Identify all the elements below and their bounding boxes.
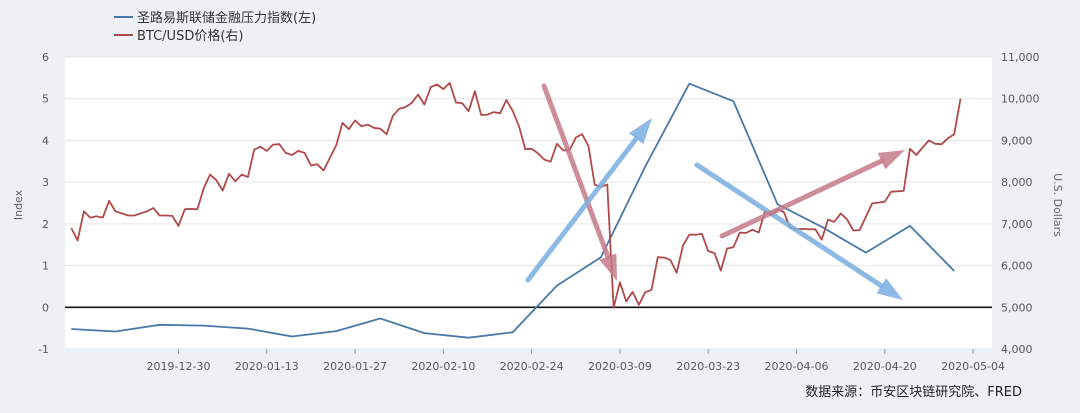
y-right-tick-label: 10,000	[1001, 93, 1040, 106]
arrow-shaft	[694, 162, 884, 289]
x-tick-label: 2020-04-06	[765, 360, 829, 373]
x-tick-label: 2020-05-04	[941, 360, 1005, 373]
y-right-tick-label: 5,000	[1001, 301, 1033, 314]
annotation-arrows	[525, 83, 905, 300]
legend-label-btc-price: BTC/USD价格(右)	[137, 28, 243, 44]
x-tick-label: 2020-01-13	[235, 360, 299, 373]
y-right-tick-label: 4,000	[1001, 343, 1033, 356]
y-left-tick-label: 6	[42, 51, 49, 64]
arrow-shaft	[719, 158, 884, 239]
y-axis-left-title: Index	[12, 189, 25, 220]
y-left-tick-label: -1	[38, 343, 49, 356]
arrow-head	[877, 150, 905, 170]
right-axis-ticks: 4,000 5,000 6,000 7,000 8,000 9,000 10,000 11,0…	[1001, 51, 1040, 356]
series-stress-index-line	[71, 82, 955, 339]
arrow-shaft	[525, 136, 639, 283]
series-btc-price-line	[70, 82, 962, 309]
arrow-btc-up	[719, 150, 905, 239]
grid-lines	[65, 56, 992, 350]
arrow-head	[876, 278, 903, 300]
series-lines	[70, 82, 962, 339]
left-axis-ticks: -1 0 1 2 3 4 5 6	[38, 51, 49, 356]
legend-label-stress-index: 圣路易斯联储金融压力指数(左)	[137, 10, 316, 26]
y-right-tick-label: 9,000	[1001, 134, 1033, 147]
plot-area	[65, 57, 992, 349]
y-left-tick-label: 3	[42, 176, 49, 189]
x-axis-ticks: 2019-12-30 2020-01-13 2020-01-27 2020-02-10…	[147, 349, 1005, 373]
y-left-tick-label: 1	[42, 260, 49, 273]
source-note: 数据来源：币安区块链研究院、FRED	[805, 385, 1022, 400]
y-left-tick-label: 2	[42, 218, 49, 231]
arrow-stress-up	[525, 118, 652, 283]
y-left-tick-label: 4	[42, 134, 49, 147]
arrow-head	[599, 253, 617, 281]
x-tick-label: 2020-04-20	[853, 360, 917, 373]
x-tick-label: 2020-03-23	[676, 360, 740, 373]
arrow-shaft	[541, 83, 611, 260]
arrow-head	[629, 118, 652, 145]
x-tick-label: 2020-01-27	[323, 360, 387, 373]
y-right-tick-label: 8,000	[1001, 176, 1033, 189]
y-right-tick-label: 7,000	[1001, 218, 1033, 231]
y-right-tick-label: 11,000	[1001, 51, 1040, 64]
y-right-tick-label: 6,000	[1001, 260, 1033, 273]
x-tick-label: 2020-03-09	[588, 360, 652, 373]
arrow-btc-down	[541, 83, 617, 281]
y-left-tick-label: 0	[42, 301, 49, 314]
y-axis-right-title: U.S. Dollars	[1051, 173, 1064, 237]
legend: 圣路易斯联储金融压力指数(左) BTC/USD价格(右)	[114, 10, 316, 44]
y-left-tick-label: 5	[42, 93, 49, 106]
arrow-stress-down	[694, 162, 903, 300]
x-tick-label: 2020-02-10	[411, 360, 475, 373]
x-tick-label: 2019-12-30	[147, 360, 211, 373]
x-tick-label: 2020-02-24	[500, 360, 564, 373]
